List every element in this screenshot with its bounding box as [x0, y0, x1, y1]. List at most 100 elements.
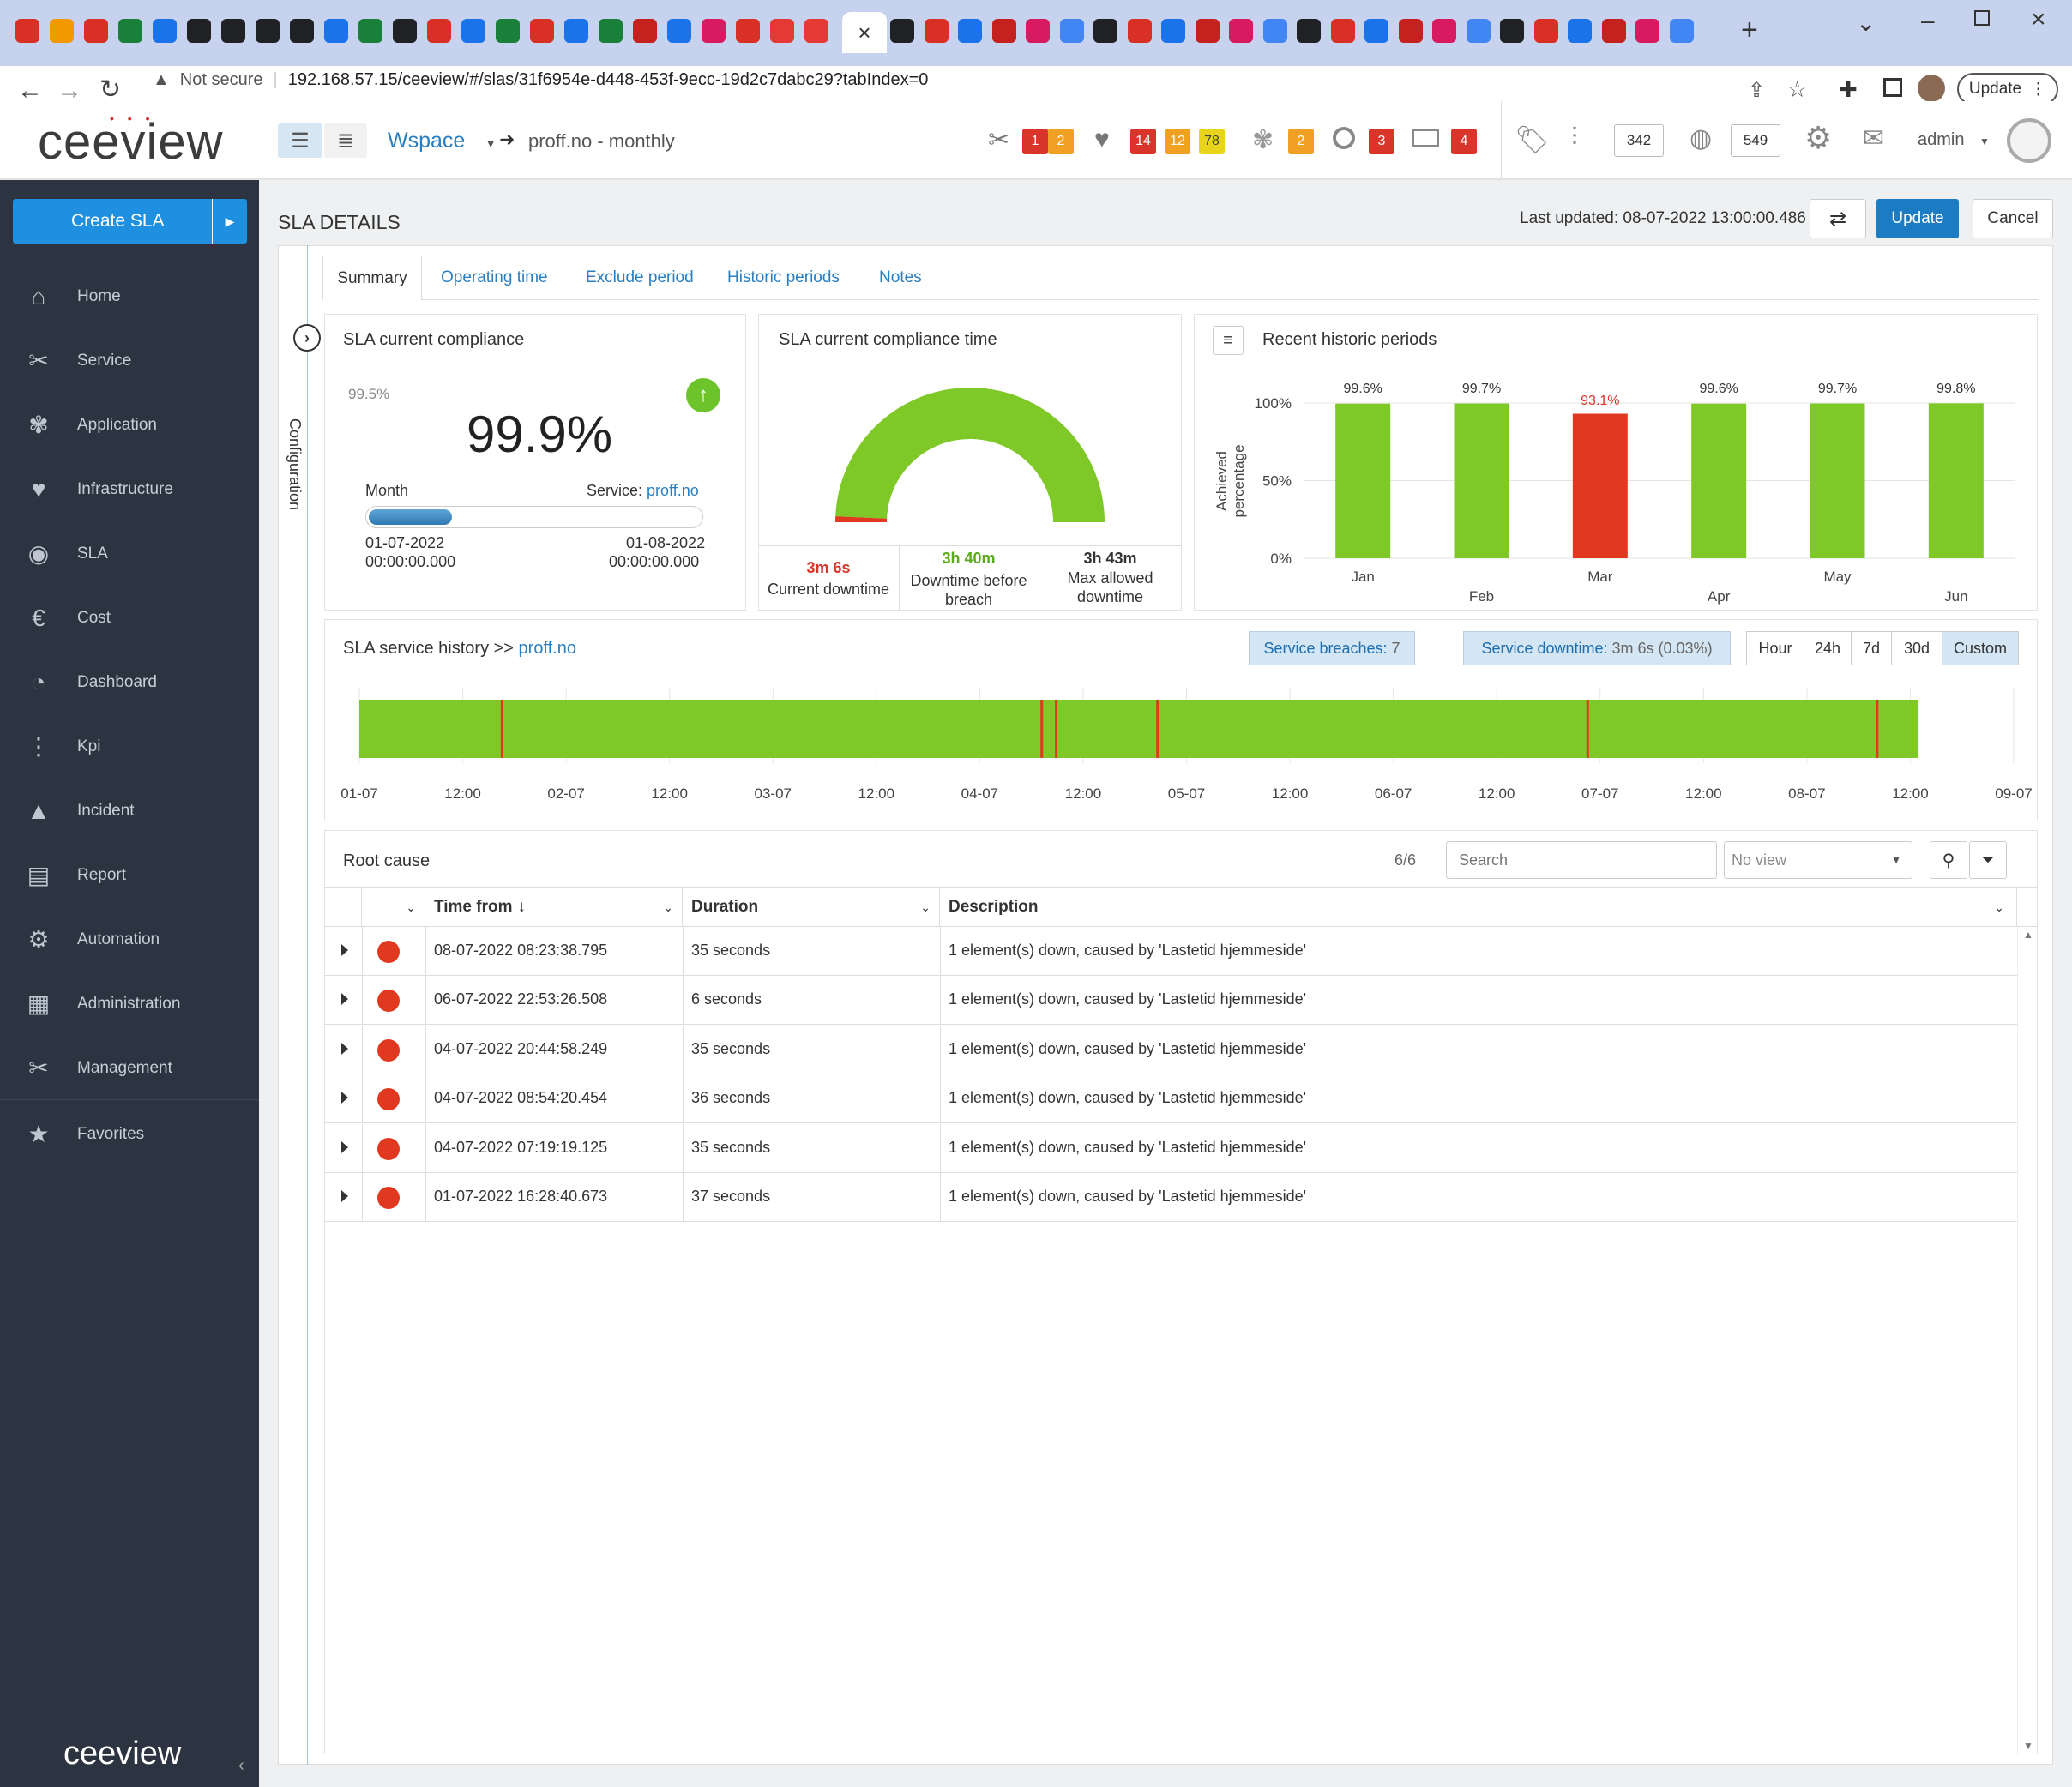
browser-tab-favicon-icon[interactable] — [153, 19, 177, 43]
sidebar-item-favorites[interactable]: ★ Favorites — [0, 1102, 259, 1166]
ceeview-logo[interactable]: ceeview — [38, 113, 224, 171]
browser-tab-favicon-icon[interactable] — [1026, 19, 1050, 43]
root-cause-search-input[interactable] — [1446, 841, 1717, 879]
active-tab[interactable]: × — [842, 12, 887, 53]
create-sla-menu-icon[interactable]: ▶ — [212, 199, 247, 244]
expand-row-icon[interactable] — [341, 1140, 348, 1153]
browser-tab-favicon-icon[interactable] — [530, 19, 554, 43]
workspace-selector[interactable]: Wspace ▼ — [388, 129, 497, 153]
health-critical-badge[interactable]: 14 — [1130, 129, 1156, 154]
browser-tab-favicon-icon[interactable] — [1432, 19, 1456, 43]
time-from-column-header[interactable]: Time from ↓ ⌄ — [425, 887, 683, 927]
service-major-badge[interactable]: 2 — [1048, 129, 1074, 154]
tab-historic-periods[interactable]: Historic periods — [727, 268, 840, 286]
health-major-badge[interactable]: 12 — [1165, 129, 1190, 154]
browser-tab-favicon-icon[interactable] — [50, 19, 74, 43]
range-24h[interactable]: 24h — [1804, 631, 1852, 665]
browser-tab-favicon-icon[interactable] — [358, 19, 382, 43]
address-bar[interactable]: ▲ Not secure | 192.168.57.15/ceeview/#/s… — [139, 66, 1760, 93]
infrastructure-icon[interactable] — [1412, 129, 1439, 147]
browser-tab-favicon-icon[interactable] — [84, 19, 108, 43]
expand-row-icon[interactable] — [341, 944, 348, 956]
sidebar-item-kpi[interactable]: ⋮ Kpi — [0, 714, 259, 779]
config-label[interactable]: Configuration — [286, 418, 304, 511]
sidebar-item-cost[interactable]: € Cost — [0, 586, 259, 650]
browser-tab-favicon-icon[interactable] — [564, 19, 588, 43]
collapse-sidebar-icon[interactable]: ‹ — [238, 1756, 244, 1775]
tag-icon[interactable]: 🏷 — [1515, 124, 1550, 155]
sidepanel-icon[interactable] — [1883, 78, 1902, 97]
browser-tab-favicon-icon[interactable] — [1635, 19, 1659, 43]
refresh-button[interactable]: ⇄ — [1810, 199, 1866, 238]
share-icon[interactable]: ⇪ — [1748, 79, 1766, 102]
service-history-link[interactable]: proff.no — [518, 639, 577, 658]
browser-tab-favicon-icon[interactable] — [187, 19, 211, 43]
minimize-icon[interactable]: ⌄ — [1856, 9, 1876, 36]
browser-tab-favicon-icon[interactable] — [1568, 19, 1592, 43]
tab-notes[interactable]: Notes — [879, 268, 922, 286]
health-icon[interactable]: ♥ — [1094, 125, 1110, 153]
service-critical-badge[interactable]: 1 — [1022, 129, 1048, 154]
range-30d[interactable]: 30d — [1891, 631, 1942, 665]
browser-tab-favicon-icon[interactable] — [1297, 19, 1321, 43]
view-select[interactable]: No view ▼ — [1724, 841, 1912, 879]
duration-column-header[interactable]: Duration ⌄ — [683, 887, 940, 927]
maximize-window-icon[interactable] — [1974, 10, 1990, 26]
update-button[interactable]: Update — [1876, 199, 1959, 238]
close-tab-icon[interactable]: × — [858, 19, 871, 45]
sidebar-item-incident[interactable]: ▲ Incident — [0, 779, 259, 843]
table-row[interactable]: 08-07-2022 08:23:38.795 35 seconds 1 eleme… — [324, 927, 2017, 976]
list-view-button[interactable]: ☰ — [278, 123, 322, 158]
browser-tab-favicon-icon[interactable] — [1059, 19, 1084, 43]
application-icon[interactable]: ✾ — [1252, 126, 1274, 154]
profile-avatar[interactable] — [1918, 75, 1945, 102]
kpi-count[interactable]: 342 — [1614, 124, 1664, 157]
sidebar-item-service[interactable]: ✂ Service — [0, 328, 259, 393]
expand-config-button[interactable]: › — [293, 324, 321, 352]
service-breaches-chip[interactable]: Service breaches: 7 — [1249, 631, 1415, 665]
settings-icon[interactable]: ⚙ — [1804, 120, 1833, 155]
range-7d[interactable]: 7d — [1851, 631, 1892, 665]
globe-icon[interactable]: ◍ — [1690, 124, 1713, 153]
browser-tab-favicon-icon[interactable] — [804, 19, 828, 43]
range-custom[interactable]: Custom — [1942, 631, 2019, 665]
browser-tab-favicon-icon[interactable] — [1500, 19, 1524, 43]
sidebar-item-application[interactable]: ✾ Application — [0, 393, 259, 457]
tab-summary[interactable]: Summary — [322, 256, 422, 300]
browser-update-button[interactable]: Update ⋮ — [1957, 73, 2058, 105]
browser-tab-favicon-icon[interactable] — [1364, 19, 1388, 43]
browser-tab-favicon-icon[interactable] — [1195, 19, 1220, 43]
filter-button[interactable]: ⏷ — [1969, 841, 2007, 879]
browser-tab-favicon-icon[interactable] — [1127, 19, 1152, 43]
health-minor-badge[interactable]: 78 — [1199, 129, 1225, 154]
browser-tab-favicon-icon[interactable] — [427, 19, 451, 43]
back-icon[interactable]: ← — [17, 76, 43, 105]
browser-tab-favicon-icon[interactable] — [1093, 19, 1117, 43]
application-badge[interactable]: 2 — [1288, 129, 1314, 154]
user-avatar[interactable] — [2007, 118, 2051, 163]
browser-tab-favicon-icon[interactable] — [15, 19, 39, 43]
infrastructure-badge[interactable]: 4 — [1451, 129, 1477, 154]
browser-tab-favicon-icon[interactable] — [958, 19, 982, 43]
minimize-window-icon[interactable]: – — [1921, 7, 1935, 33]
sidebar-item-dashboard[interactable]: ◔ Dashboard — [0, 650, 259, 714]
browser-tab-favicon-icon[interactable] — [1601, 19, 1626, 43]
cancel-button[interactable]: Cancel — [1973, 199, 2053, 238]
user-menu[interactable]: admin ▼ — [1918, 130, 1990, 150]
mail-icon[interactable]: ✉ — [1863, 124, 1885, 153]
kpi-icon[interactable]: ⫶ — [1571, 123, 1578, 152]
expand-row-icon[interactable] — [341, 1042, 348, 1055]
status-column-header[interactable]: ⌄ — [362, 887, 425, 927]
tab-operating-time[interactable]: Operating time — [441, 268, 548, 286]
browser-tab-favicon-icon[interactable] — [1330, 19, 1355, 43]
browser-tab-favicon-icon[interactable] — [1466, 19, 1491, 43]
table-row[interactable]: 04-07-2022 08:54:20.454 36 seconds 1 eleme… — [324, 1074, 2017, 1124]
new-tab-button[interactable]: + — [1741, 14, 1758, 46]
description-column-header[interactable]: Description ⌄ — [940, 887, 2017, 927]
expand-row-icon[interactable] — [341, 1190, 348, 1202]
browser-tab-favicon-icon[interactable] — [890, 19, 914, 43]
close-window-icon[interactable]: × — [2031, 5, 2046, 33]
browser-tab-favicon-icon[interactable] — [924, 19, 949, 43]
browser-tab-favicon-icon[interactable] — [633, 19, 657, 43]
browser-tab-favicon-icon[interactable] — [1161, 19, 1185, 43]
